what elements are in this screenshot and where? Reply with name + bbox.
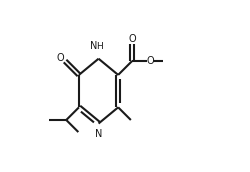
- Text: O: O: [128, 34, 136, 44]
- Text: N: N: [95, 129, 102, 139]
- Text: O: O: [147, 56, 154, 66]
- Text: H: H: [96, 42, 103, 51]
- Text: N: N: [90, 41, 98, 51]
- Text: O: O: [56, 53, 64, 63]
